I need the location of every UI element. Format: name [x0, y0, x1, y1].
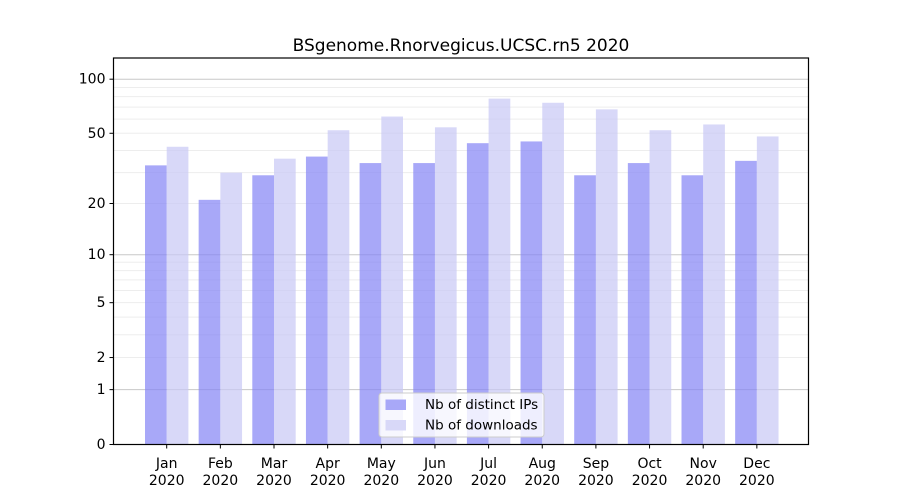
- bar-downloads-dec: [756, 136, 779, 445]
- legend-box: [378, 392, 545, 438]
- bar-downloads-apr: [327, 130, 350, 445]
- x-tick-label-year: 2020: [471, 473, 507, 489]
- legend: Nb of distinct IPs Nb of downloads: [378, 392, 545, 438]
- x-tick-label-year: 2020: [739, 473, 775, 489]
- bar-distinct-ips-nov: [681, 175, 704, 445]
- y-tick-label: 20: [88, 196, 106, 212]
- y-tick-label: 100: [79, 72, 106, 88]
- x-tick-label-month: Mar: [261, 456, 288, 472]
- bar-downloads-feb: [220, 172, 243, 445]
- bar-distinct-ips-dec: [735, 160, 757, 445]
- x-tick-label-year: 2020: [310, 473, 346, 489]
- legend-label-downloads: Nb of downloads: [425, 418, 538, 434]
- x-tick-label-year: 2020: [149, 473, 185, 489]
- bar-downloads-jan: [166, 146, 189, 445]
- bar-distinct-ips-jan: [145, 165, 167, 445]
- x-tick-label-month: Jan: [155, 456, 178, 472]
- bar-distinct-ips-mar: [252, 175, 274, 445]
- bar-downloads-nov: [703, 124, 725, 445]
- bar-distinct-ips-may: [359, 163, 382, 445]
- bar-downloads-oct: [649, 130, 672, 445]
- bar-downloads-jul: [488, 98, 511, 445]
- bar-distinct-ips-jul: [466, 143, 489, 445]
- x-tick-label-month: Aug: [529, 456, 556, 472]
- x-tick-label-month: Feb: [208, 456, 233, 472]
- x-tick-label-year: 2020: [524, 473, 560, 489]
- x-tick-label-month: Jun: [423, 456, 446, 472]
- x-tick-label-month: Dec: [743, 456, 770, 472]
- bar-distinct-ips-oct: [627, 163, 650, 445]
- bars-layer: [145, 98, 779, 445]
- chart-title: BSgenome.Rnorvegicus.UCSC.rn5 2020: [293, 36, 630, 56]
- x-tick-label-year: 2020: [578, 473, 614, 489]
- x-tick-label-month: Oct: [637, 456, 662, 472]
- x-tick-label-year: 2020: [417, 473, 453, 489]
- y-tick-label: 0: [97, 437, 106, 453]
- y-tick-label: 5: [97, 295, 106, 311]
- y-tick-label: 2: [97, 350, 106, 366]
- x-tick-label-month: May: [367, 456, 396, 472]
- y-tick-label: 1: [97, 382, 106, 398]
- bar-downloads-mar: [274, 158, 296, 445]
- x-tick-label-month: Nov: [690, 456, 717, 472]
- y-tick-label: 10: [88, 247, 106, 263]
- y-tick-label: 50: [88, 126, 106, 142]
- x-tick-label-year: 2020: [363, 473, 399, 489]
- x-tick-label-month: Jul: [479, 456, 497, 472]
- legend-label-distinct-ips: Nb of distinct IPs: [425, 397, 538, 413]
- x-tick-label-year: 2020: [256, 473, 292, 489]
- x-tick-label-year: 2020: [632, 473, 668, 489]
- bar-distinct-ips-apr: [305, 156, 328, 445]
- legend-swatch-downloads: [385, 420, 406, 431]
- axes-layer: 0125102050100Jan2020Feb2020Mar2020Apr202…: [79, 57, 810, 489]
- bar-distinct-ips-feb: [198, 199, 221, 445]
- plot-frame: [112, 57, 810, 446]
- x-tick-label-month: Sep: [583, 456, 610, 472]
- bar-downloads-may: [381, 116, 403, 445]
- bar-distinct-ips-jun: [413, 163, 435, 445]
- bar-downloads-sep: [595, 109, 618, 445]
- bar-downloads-aug: [542, 102, 564, 445]
- bar-distinct-ips-sep: [574, 175, 596, 445]
- x-tick-label-year: 2020: [685, 473, 721, 489]
- bar-distinct-ips-aug: [520, 141, 543, 445]
- legend-swatch-distinct-ips: [385, 399, 406, 410]
- bar-downloads-jun: [434, 127, 457, 445]
- x-tick-label-year: 2020: [203, 473, 239, 489]
- x-tick-label-month: Apr: [316, 456, 340, 472]
